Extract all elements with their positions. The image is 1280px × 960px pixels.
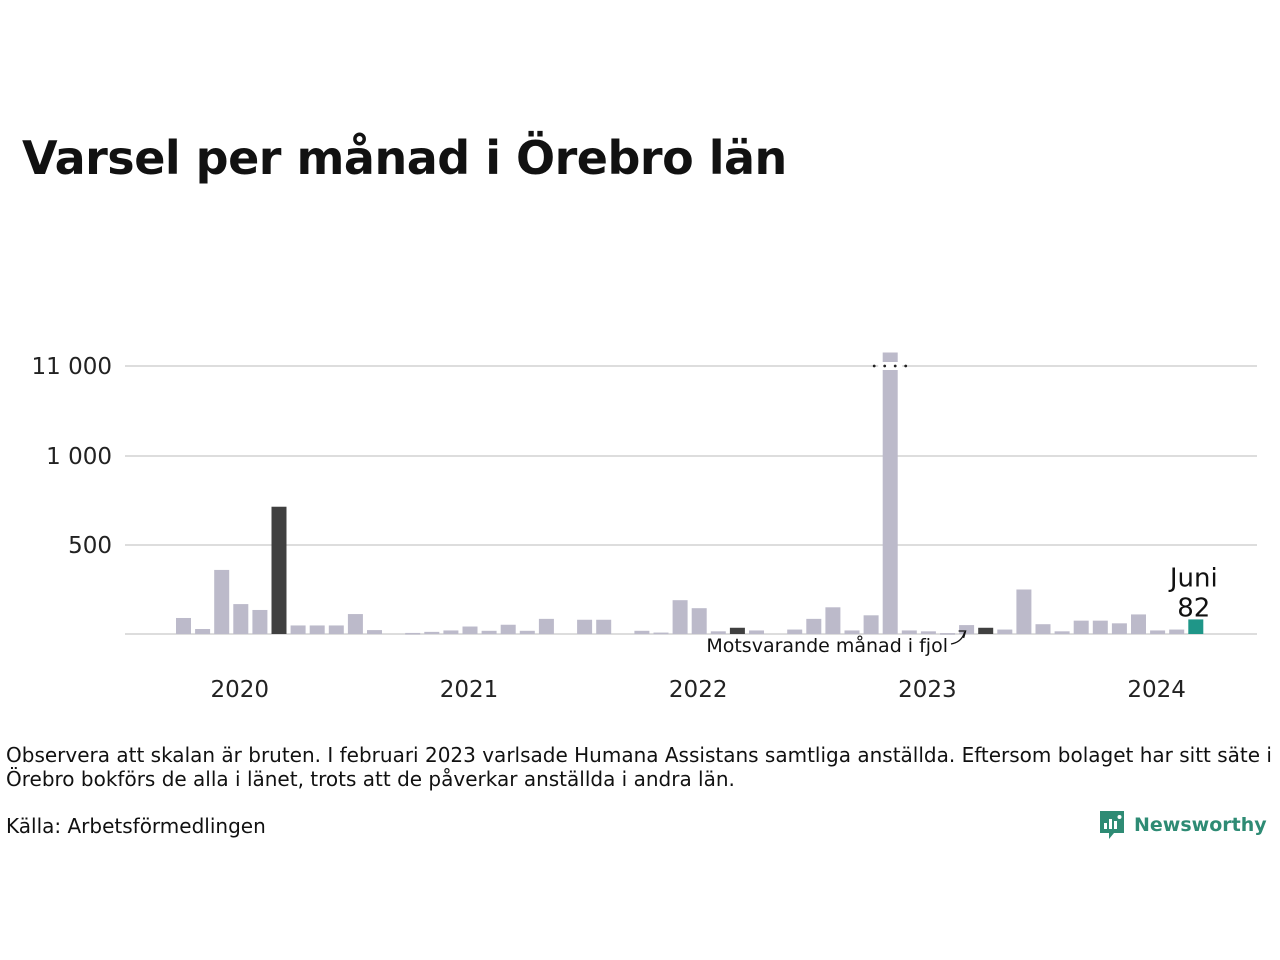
bar <box>997 629 1013 634</box>
bar <box>653 632 669 635</box>
bar <box>596 619 612 634</box>
bar <box>500 624 516 634</box>
bar <box>863 615 879 634</box>
bar <box>691 608 707 634</box>
bar <box>347 614 363 634</box>
bar <box>634 630 650 634</box>
bar <box>940 633 955 635</box>
gridlines <box>125 365 1257 635</box>
y-tick-label: 500 <box>68 533 112 559</box>
bar <box>825 607 841 634</box>
bar <box>1169 629 1185 634</box>
brand-logo: Newsworthy <box>1098 808 1267 842</box>
bar <box>214 569 230 634</box>
bar-previous-year <box>729 627 745 634</box>
bar <box>920 631 936 634</box>
bar <box>309 625 325 634</box>
bar <box>1092 620 1108 634</box>
x-tick-label: 2021 <box>440 677 499 703</box>
annotation-text: Motsvarande månad i fjol <box>706 634 948 657</box>
bar-previous-year <box>978 627 994 634</box>
bar <box>424 631 440 634</box>
x-tick-label: 2024 <box>1127 677 1186 703</box>
bar <box>538 618 554 634</box>
axes: 500 1 000 11 000 2020 2021 2022 2023 2024 <box>32 354 1186 703</box>
bar <box>1054 631 1070 634</box>
y-tick-label: 11 000 <box>32 354 112 380</box>
y-tick-label: 1 000 <box>46 444 112 470</box>
x-tick-label: 2023 <box>898 677 957 703</box>
bar <box>195 629 211 634</box>
bar-previous-year <box>271 506 287 634</box>
bar <box>367 630 382 634</box>
bar <box>290 625 306 634</box>
bar <box>672 600 688 634</box>
break-gap <box>878 362 903 370</box>
bar <box>577 619 593 634</box>
bar-chart: 500 1 000 11 000 2020 2021 2022 2023 2024 Juni8… <box>32 352 1257 703</box>
bar <box>806 618 822 634</box>
bar <box>1073 620 1089 634</box>
bar <box>405 632 421 635</box>
x-tick-label: 2022 <box>669 677 728 703</box>
chart-title: Varsel per månad i Örebro län <box>22 131 787 185</box>
highlight-month-label: Juni <box>1168 563 1218 593</box>
break-dot <box>893 364 897 368</box>
x-tick-label: 2020 <box>211 677 270 703</box>
annotation-arrow <box>950 631 966 645</box>
chart-note: Observera att skalan är bruten. I februa… <box>6 743 1272 791</box>
bar <box>1150 630 1166 634</box>
break-dot <box>872 364 876 368</box>
bars <box>176 352 1204 635</box>
bar <box>749 630 764 634</box>
bar <box>519 630 535 634</box>
bar <box>1035 624 1051 634</box>
annotation-arrowhead <box>958 630 967 639</box>
bar <box>1111 623 1127 634</box>
newsworthy-logo-icon <box>1100 811 1124 839</box>
brand-name: Newsworthy <box>1134 814 1267 836</box>
bar-current <box>1188 619 1204 634</box>
bar <box>328 625 344 634</box>
source-credit: Källa: Arbetsförmedlingen <box>6 814 266 838</box>
bar <box>233 604 249 634</box>
bar <box>1016 589 1032 634</box>
bar <box>787 629 803 634</box>
bar <box>710 631 726 634</box>
bar <box>901 630 917 634</box>
highlight-value-label: 82 <box>1177 593 1210 623</box>
break-dot <box>904 364 908 368</box>
bar <box>844 630 860 634</box>
bar <box>462 626 478 634</box>
bar <box>443 630 459 634</box>
bar <box>959 625 975 634</box>
bar <box>176 617 191 634</box>
break-dot <box>883 364 887 368</box>
scale-break <box>872 362 908 370</box>
bar <box>882 352 898 634</box>
bar <box>481 630 497 634</box>
bar <box>252 609 268 634</box>
bar <box>1131 614 1146 634</box>
